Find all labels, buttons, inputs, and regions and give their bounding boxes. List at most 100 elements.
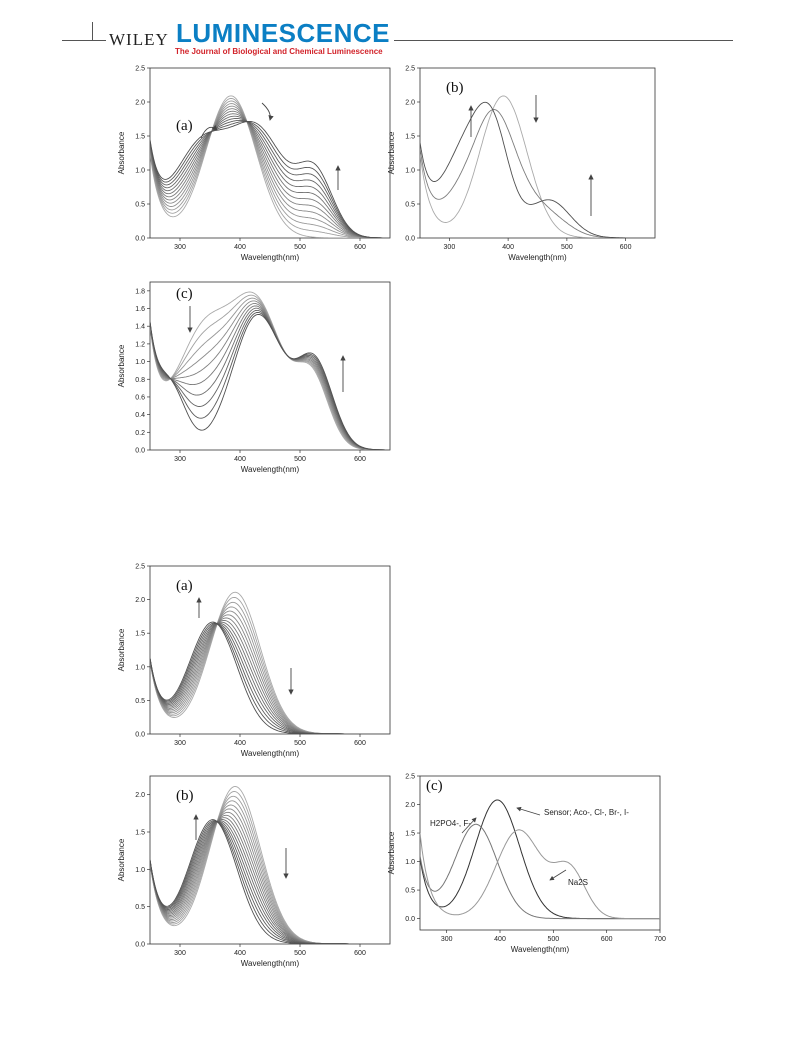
series-label: Sensor; Aco-, Cl-, Br-, I- <box>544 808 629 817</box>
y-tick-label: 1.8 <box>135 288 145 295</box>
spectrum-curve <box>150 117 390 238</box>
y-tick-label: 0.0 <box>135 732 145 739</box>
y-tick-label: 0.8 <box>135 377 145 384</box>
spectrum-curve <box>150 98 390 238</box>
x-tick-label: 600 <box>354 244 366 251</box>
y-tick-label: 1.6 <box>135 306 145 313</box>
spectrum-curve <box>150 95 390 238</box>
x-tick-label: 300 <box>174 740 186 747</box>
x-tick-label: 500 <box>561 244 573 251</box>
spectrum-curve <box>150 115 390 238</box>
x-tick-label: 300 <box>174 244 186 251</box>
x-tick-label: 300 <box>174 950 186 957</box>
x-tick-label: 500 <box>294 950 306 957</box>
y-tick-label: 1.0 <box>135 664 145 671</box>
x-tick-label: 400 <box>234 456 246 463</box>
pointer-line <box>549 869 567 881</box>
y-tick-label: 2.0 <box>135 792 145 799</box>
series-line <box>420 799 660 920</box>
x-tick-label: 400 <box>234 740 246 747</box>
x-tick-label: 600 <box>601 936 613 943</box>
plot-frame <box>149 565 391 735</box>
x-tick-label: 600 <box>354 950 366 957</box>
x-tick-label: 300 <box>444 244 456 251</box>
spectrum-curve <box>150 120 390 238</box>
spectrum-curve <box>150 110 390 238</box>
spectrum-curve <box>150 120 390 238</box>
plot-frame <box>419 775 661 931</box>
y-tick-label: 0.5 <box>135 904 145 911</box>
y-tick-label: 0.5 <box>135 202 145 209</box>
spectrum-curve <box>150 103 390 238</box>
y-tick-label: 1.0 <box>405 168 415 175</box>
header-rule <box>62 40 733 41</box>
y-tick-label: 2.5 <box>405 774 415 781</box>
panel-label: (b) <box>446 80 464 96</box>
y-tick-label: 1.0 <box>405 859 415 866</box>
y-tick-label: 1.5 <box>405 831 415 838</box>
y-tick-label: 0.6 <box>135 394 145 401</box>
panel-label: (c) <box>426 778 443 794</box>
spectrum-curve <box>150 113 390 238</box>
x-tick-label: 600 <box>620 244 632 251</box>
spectrum-curve <box>420 101 655 238</box>
plot-frame <box>149 281 391 451</box>
y-tick-label: 0.0 <box>135 942 145 949</box>
panel-label: (a) <box>176 578 193 594</box>
y-tick-label: 2.5 <box>135 564 145 571</box>
y-tick-label: 2.0 <box>135 100 145 107</box>
panel-label: (a) <box>176 118 193 134</box>
y-tick-label: 1.5 <box>135 134 145 141</box>
x-tick-label: 500 <box>294 244 306 251</box>
y-tick-label: 2.5 <box>405 66 415 73</box>
y-tick-label: 2.0 <box>135 597 145 604</box>
y-axis-title: Absorbance <box>117 628 126 671</box>
x-axis-title: Wavelength(nm) <box>241 959 300 968</box>
x-tick-label: 400 <box>494 936 506 943</box>
curved-arrow <box>200 124 218 139</box>
y-tick-label: 1.2 <box>135 341 145 348</box>
y-tick-label: 0.5 <box>405 888 415 895</box>
y-axis-title: Absorbance <box>117 344 126 387</box>
y-tick-label: 0.4 <box>135 412 145 419</box>
x-axis-title: Wavelength(nm) <box>511 945 570 954</box>
x-tick-label: 400 <box>502 244 514 251</box>
spectrum-curve <box>150 313 390 450</box>
y-axis-title: Absorbance <box>117 131 126 174</box>
x-tick-label: 300 <box>441 936 453 943</box>
y-tick-label: 1.5 <box>135 631 145 638</box>
y-axis-title: Absorbance <box>387 131 396 174</box>
pointer-line <box>461 817 477 834</box>
x-tick-label: 700 <box>654 936 666 943</box>
x-tick-label: 500 <box>547 936 559 943</box>
series-label: Na2S <box>568 878 588 887</box>
y-tick-label: 0.0 <box>135 448 145 455</box>
series-line <box>420 823 660 920</box>
y-tick-label: 0.0 <box>135 236 145 243</box>
y-tick-label: 0.0 <box>405 916 415 923</box>
y-tick-label: 1.5 <box>135 830 145 837</box>
publisher-logo: WILEY <box>106 30 172 50</box>
spectrum-curve <box>150 621 390 734</box>
spectrum-curve <box>150 108 390 238</box>
series-label: H2PO4-, F- <box>430 819 471 828</box>
series-line <box>420 829 660 920</box>
y-tick-label: 0.2 <box>135 430 145 437</box>
curved-arrow <box>261 102 274 121</box>
y-tick-label: 1.5 <box>405 134 415 141</box>
panel-label: (c) <box>176 286 193 302</box>
x-axis-title: Wavelength(nm) <box>508 253 567 262</box>
x-tick-label: 600 <box>354 740 366 747</box>
x-axis-title: Wavelength(nm) <box>241 465 300 474</box>
y-tick-label: 0.5 <box>405 202 415 209</box>
y-tick-label: 1.4 <box>135 324 145 331</box>
x-axis-title: Wavelength(nm) <box>241 749 300 758</box>
spectrum-curve <box>150 105 390 238</box>
plot-frame <box>419 67 656 239</box>
x-tick-label: 400 <box>234 244 246 251</box>
